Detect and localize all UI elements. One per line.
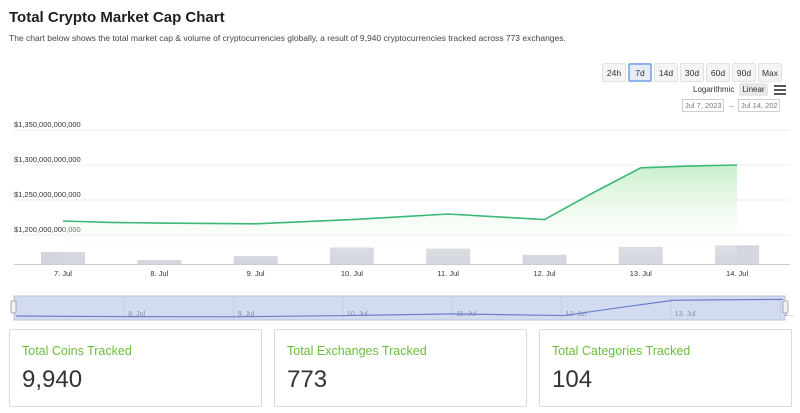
- scale-linear-option[interactable]: Linear: [739, 83, 768, 96]
- stat-card-categories: Total Categories Tracked 104: [539, 329, 792, 407]
- navigator-left-handle[interactable]: [10, 300, 17, 314]
- navigator-label: 9. Jul: [238, 311, 255, 318]
- market-cap-area: [63, 165, 738, 264]
- navigator-label: 12. Jul: [566, 311, 587, 318]
- x-tick-label: 13. Jul: [630, 269, 652, 278]
- market-cap-line: [62, 164, 738, 225]
- stat-title-exchanges: Total Exchanges Tracked: [287, 344, 427, 358]
- x-tick-label: 11. Jul: [437, 269, 459, 278]
- x-tick-label: 7. Jul: [54, 269, 72, 278]
- y-tick-label: $1,250,000,000,000: [14, 190, 81, 199]
- range-60d-button[interactable]: 60d: [706, 63, 730, 82]
- page-description: The chart below shows the total market c…: [9, 33, 566, 43]
- x-tick-label: 9. Jul: [247, 269, 265, 278]
- x-tick-label: 14. Jul: [726, 269, 748, 278]
- stat-value-categories: 104: [552, 366, 593, 393]
- page-title: Total Crypto Market Cap Chart: [9, 9, 225, 26]
- stat-title-coins: Total Coins Tracked: [22, 344, 132, 358]
- y-tick-label: $1,300,000,000,000: [14, 155, 81, 164]
- hamburger-menu-icon[interactable]: [773, 84, 786, 95]
- x-tick-label: 12. Jul: [533, 269, 555, 278]
- stat-card-coins: Total Coins Tracked 9,940: [9, 329, 262, 407]
- x-tick-label: 8. Jul: [150, 269, 168, 278]
- range-7d-button[interactable]: 7d: [628, 63, 652, 82]
- range-selector: 24h 7d 14d 30d 60d 90d Max: [602, 63, 782, 82]
- navigator-label: 1...: [784, 311, 794, 318]
- market-cap-chart: $1,200,000,000,000 $1,250,000,000,000 $1,3…: [10, 120, 794, 321]
- range-max-button[interactable]: Max: [758, 63, 782, 82]
- date-from-input[interactable]: [682, 99, 724, 112]
- date-arrow-icon: →: [727, 101, 735, 110]
- scale-logarithmic-option[interactable]: Logarithmic: [693, 85, 735, 94]
- stat-card-exchanges: Total Exchanges Tracked 773: [274, 329, 527, 407]
- date-to-input[interactable]: [738, 99, 780, 112]
- stat-value-exchanges: 773: [287, 366, 328, 393]
- navigator-right-handle[interactable]: [782, 300, 789, 314]
- y-tick-label: $1,350,000,000,000: [14, 120, 81, 129]
- stat-title-categories: Total Categories Tracked: [552, 344, 691, 358]
- range-90d-button[interactable]: 90d: [732, 63, 756, 82]
- scale-selector: Logarithmic Linear: [690, 83, 786, 96]
- navigator-label: 10. Jul: [347, 311, 368, 318]
- navigator-label: 8. Jul: [128, 311, 145, 318]
- stat-value-coins: 9,940: [22, 366, 83, 393]
- x-tick-label: 10. Jul: [341, 269, 363, 278]
- navigator-line: [15, 298, 784, 318]
- y-tick-label: $1,200,000,000,000: [14, 225, 81, 234]
- navigator-label: 13. Jul: [675, 311, 696, 318]
- range-24h-button[interactable]: 24h: [602, 63, 626, 82]
- range-14d-button[interactable]: 14d: [654, 63, 678, 82]
- date-range: →: [682, 99, 780, 112]
- navigator-window: [13, 295, 786, 321]
- range-30d-button[interactable]: 30d: [680, 63, 704, 82]
